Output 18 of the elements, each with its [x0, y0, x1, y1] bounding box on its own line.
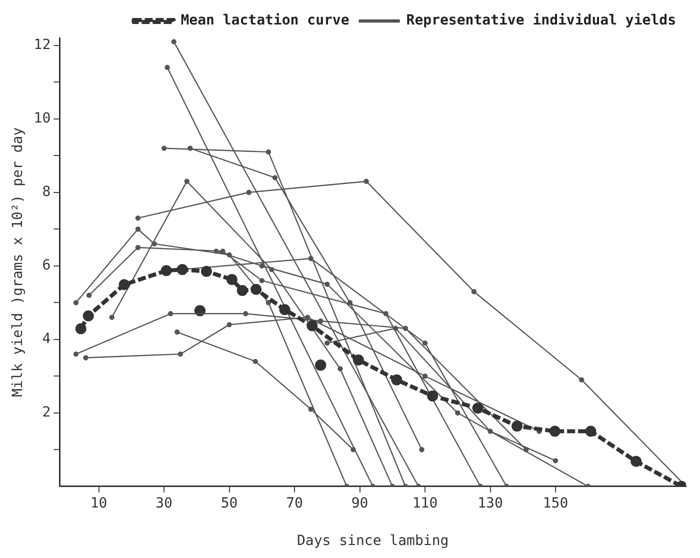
y-tick-label: 2	[42, 404, 51, 421]
y-tick-label: 12	[34, 36, 51, 53]
x-tick-label: 10	[90, 495, 108, 512]
x-tick-label: 110	[412, 495, 438, 512]
y-tick-label: 10	[34, 110, 51, 126]
x-tick-label: 150	[542, 495, 568, 512]
x-tick-label: 50	[220, 495, 238, 512]
x-tick-label: 70	[286, 495, 303, 512]
legend-label: Representative individual yields	[406, 12, 676, 29]
legend-label: Mean lactation curve	[180, 12, 350, 29]
x-tick-label: 90	[351, 495, 368, 512]
y-tick-label: 4	[42, 331, 51, 348]
y-tick-label: 8	[42, 184, 51, 200]
x-tick-label: 130	[478, 495, 503, 512]
x-tick-label: 30	[156, 495, 172, 512]
x-axis-title: Days since lambing	[296, 533, 449, 550]
y-tick-label: 6	[42, 258, 51, 274]
y-axis-title: Milk yield )grams x 10²) per day	[10, 127, 26, 398]
